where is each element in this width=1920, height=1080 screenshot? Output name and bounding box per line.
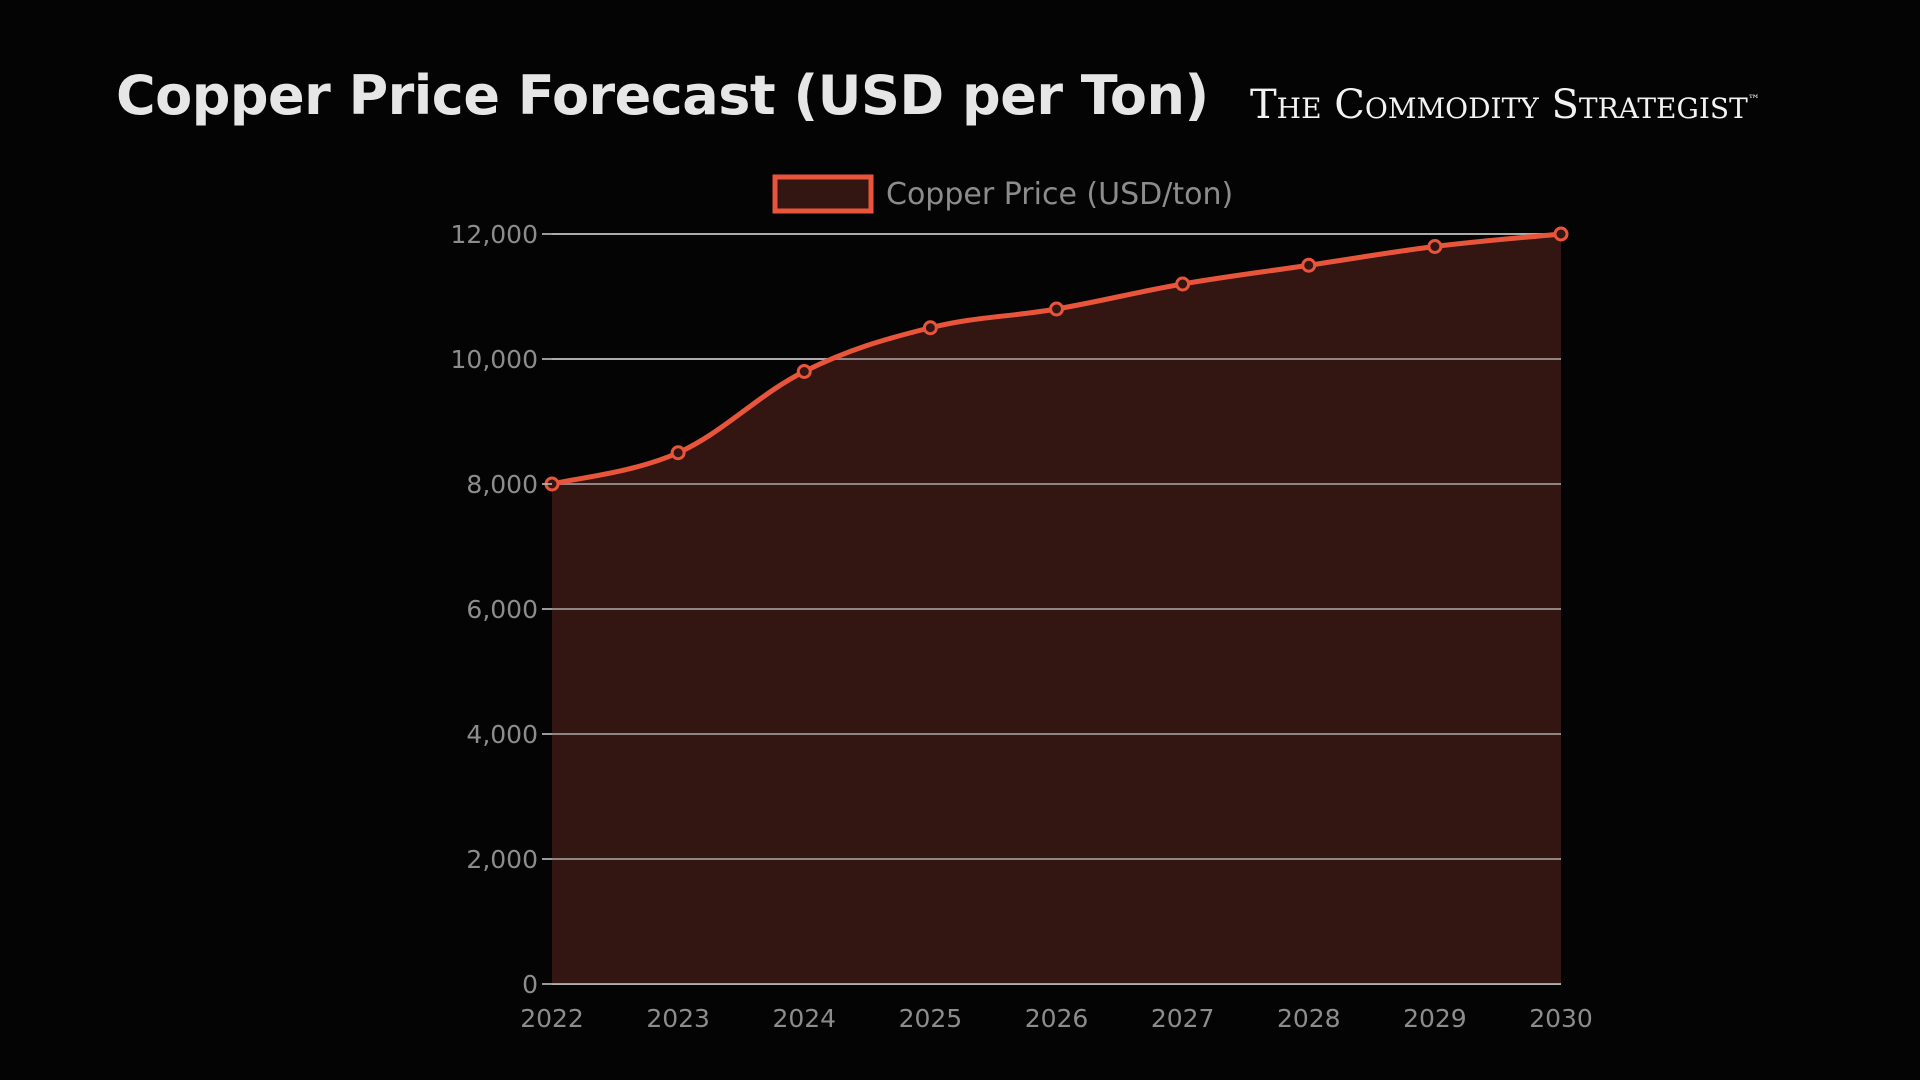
- y-axis-ticks: 0 2,000 4,000 6,000 8,000 10,000 12,000: [451, 220, 552, 999]
- y-tick-label-8000: 8,000: [466, 470, 538, 499]
- x-tick-label-2022: 2022: [520, 1004, 584, 1033]
- x-tick-label-2029: 2029: [1403, 1004, 1467, 1033]
- trademark-mark: ™: [1747, 92, 1760, 107]
- y-tick-label-2000: 2,000: [466, 845, 538, 874]
- area-layer: [552, 233, 1561, 985]
- data-point-2026: [1049, 301, 1064, 317]
- y-tick-label-0: 0: [522, 970, 538, 999]
- data-point-2028: [1301, 257, 1317, 273]
- y-tick-label-10000: 10,000: [451, 345, 538, 374]
- legend-swatch: [772, 174, 874, 214]
- page-title: Copper Price Forecast (USD per Ton): [116, 64, 1209, 127]
- y-tick-label-12000: 12,000: [451, 220, 538, 249]
- data-point-2029: [1427, 239, 1443, 254]
- x-tick-label-2024: 2024: [772, 1004, 836, 1033]
- data-point-2027: [1175, 276, 1191, 292]
- data-point-2030: [1553, 226, 1569, 242]
- x-tick-label-2026: 2026: [1025, 1004, 1089, 1033]
- y-tick-label-4000: 4,000: [466, 720, 538, 749]
- data-point-2023: [670, 445, 686, 461]
- x-tick-label-2030: 2030: [1529, 1004, 1593, 1033]
- legend: Copper Price (USD/ton): [772, 174, 1233, 214]
- x-axis-ticks: 2022 2023 2024 2025 2026 2027 2028 2029 2030: [520, 1004, 1593, 1033]
- x-tick-label-2023: 2023: [646, 1004, 710, 1033]
- legend-label: Copper Price (USD/ton): [886, 177, 1233, 212]
- brand-logo: The Commodity Strategist™: [1250, 82, 1850, 128]
- x-tick-label-2025: 2025: [899, 1004, 963, 1033]
- data-point-2024: [796, 364, 812, 379]
- y-tick-label-6000: 6,000: [466, 595, 538, 624]
- brand-name: The Commodity Strategist: [1250, 82, 1748, 128]
- data-point-2025: [922, 320, 938, 336]
- x-tick-label-2028: 2028: [1277, 1004, 1341, 1033]
- x-tick-label-2027: 2027: [1151, 1004, 1215, 1033]
